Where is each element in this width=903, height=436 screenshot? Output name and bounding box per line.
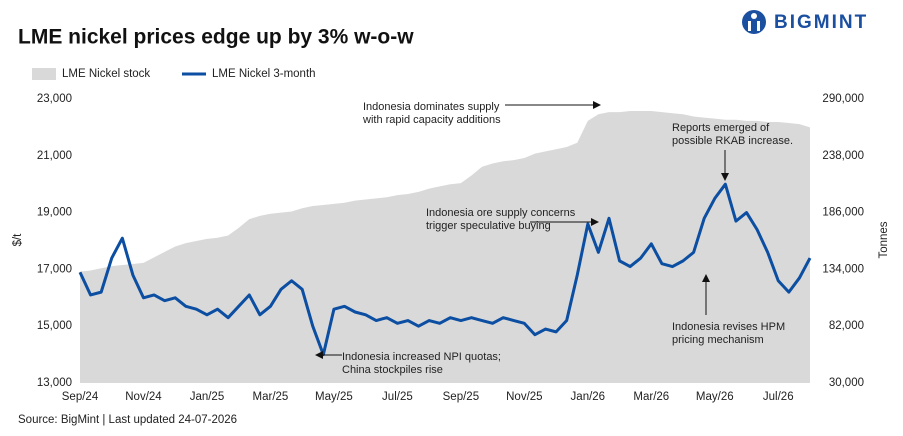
chart-title: LME nickel prices edge up by 3% w-o-w: [18, 26, 414, 49]
y-axis-label: $/t: [12, 233, 24, 247]
brand: BIGMINT: [774, 12, 868, 33]
annotation: with rapid capacity additions: [362, 114, 501, 126]
x-tick-label: May/26: [696, 391, 734, 403]
annotation: Reports emerged of: [672, 122, 770, 134]
annotation: Indonesia revises HPM: [672, 321, 785, 333]
annotation: Indonesia dominates supply: [363, 101, 500, 113]
y2-tick-label: 186,000: [822, 207, 864, 219]
x-tick-label: Jan/26: [571, 391, 606, 403]
annotation: pricing mechanism: [672, 334, 764, 346]
line-layer: [78, 182, 812, 357]
y-tick-label: 13,000: [37, 377, 72, 389]
y2-tick-label: 238,000: [822, 150, 864, 162]
x-tick-label: Nov/24: [125, 391, 162, 403]
annotation: possible RKAB increase.: [672, 135, 793, 147]
y2-tick-label: 134,000: [822, 263, 864, 275]
y-tick-label: 17,000: [37, 263, 72, 275]
x-tick-label: Mar/26: [633, 391, 669, 403]
annotation: Indonesia increased NPI quotas;: [342, 351, 501, 363]
logo: BIGMINT: [742, 10, 868, 34]
legend-label: LME Nickel 3-month: [212, 68, 316, 80]
x-tick-label: May/25: [315, 391, 353, 403]
source: Source: BigMint | Last updated 24-07-202…: [18, 414, 237, 426]
stock-area: [80, 111, 810, 383]
y2-tick-label: 290,000: [822, 93, 864, 105]
legend-label: LME Nickel stock: [62, 68, 150, 80]
x-tick-label: Jul/25: [382, 391, 413, 403]
area-layer: [80, 111, 810, 383]
y-tick-label: 19,000: [37, 207, 72, 219]
x-tick-label: Mar/25: [253, 391, 289, 403]
annotation: Indonesia ore supply concerns: [426, 207, 576, 219]
legend-swatch: [32, 68, 56, 80]
price-line: [78, 182, 812, 357]
y-tick-label: 21,000: [37, 150, 72, 162]
annotation: trigger speculative buying: [426, 220, 551, 232]
x-tick-label: Jul/26: [763, 391, 794, 403]
x-tick-label: Sep/24: [62, 391, 99, 403]
y2-axis-label: Tonnes: [878, 221, 890, 258]
y2-tick-label: 82,000: [829, 320, 864, 332]
x-tick-label: Sep/25: [443, 391, 479, 403]
y2-tick-label: 30,000: [829, 377, 864, 389]
y-tick-label: 23,000: [37, 93, 72, 105]
x-tick-label: Nov/25: [506, 391, 542, 403]
y-tick-label: 15,000: [37, 320, 72, 332]
x-tick-label: Jan/25: [190, 391, 225, 403]
annotation: China stockpiles rise: [342, 364, 443, 376]
